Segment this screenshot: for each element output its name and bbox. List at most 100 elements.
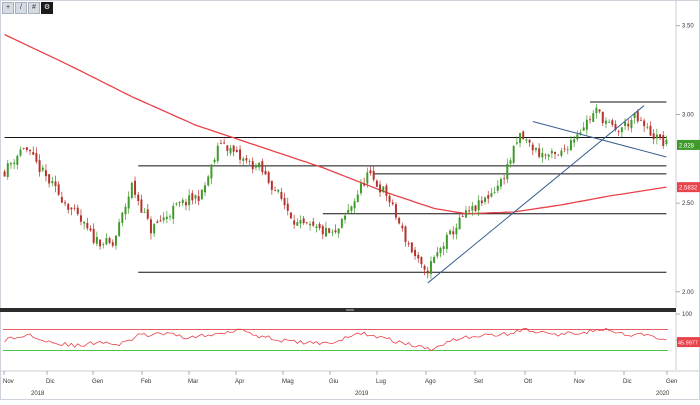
candle-body <box>165 216 168 220</box>
pane-separator[interactable] <box>0 308 676 312</box>
candle <box>54 175 57 193</box>
candle <box>140 194 143 213</box>
candle-body <box>436 252 439 257</box>
candle <box>118 218 121 238</box>
candle <box>3 169 6 177</box>
candle-body <box>646 126 649 128</box>
candle-body <box>534 148 537 150</box>
candle <box>121 211 124 227</box>
candle <box>108 236 111 245</box>
candle <box>401 222 404 232</box>
candle <box>620 127 623 138</box>
candle-body <box>379 184 382 193</box>
candle <box>506 158 509 184</box>
candle-body <box>25 147 28 150</box>
candle <box>226 144 229 156</box>
candle-body <box>503 178 506 180</box>
candle <box>22 147 25 150</box>
candle-body <box>159 220 162 222</box>
candle-body <box>512 146 515 163</box>
candle <box>509 157 512 168</box>
candle <box>194 194 197 204</box>
candle <box>229 144 232 156</box>
candle <box>99 239 102 250</box>
candle-body <box>468 210 471 212</box>
candle <box>471 201 474 216</box>
candle-body <box>328 228 331 233</box>
candle <box>477 195 480 217</box>
candle-body <box>538 148 541 157</box>
price-tick-label: 2.00 <box>682 290 694 296</box>
candle-body <box>242 158 245 161</box>
candle <box>423 264 426 276</box>
candle-body <box>477 200 480 211</box>
candle <box>181 197 184 207</box>
candle <box>659 133 662 141</box>
candle-body <box>659 134 662 138</box>
candle-body <box>134 180 137 195</box>
candle-body <box>210 164 213 179</box>
candle <box>624 118 627 130</box>
candle-body <box>458 217 461 230</box>
candle <box>251 157 254 174</box>
candle <box>519 132 522 148</box>
candle <box>184 198 187 211</box>
candle <box>321 224 324 240</box>
candle-body <box>385 185 388 196</box>
candle-body <box>111 242 114 246</box>
candle-body <box>375 180 378 187</box>
candle <box>576 130 579 142</box>
candle <box>439 246 442 258</box>
month-label: Dic <box>46 379 55 385</box>
candle-body <box>461 216 464 217</box>
candle-body <box>35 153 38 162</box>
trend-line-0[interactable] <box>427 105 645 284</box>
month-label: Feb <box>141 379 152 385</box>
candle <box>64 199 67 207</box>
grid-icon[interactable]: # <box>28 2 40 14</box>
candle <box>458 211 461 230</box>
candle-body <box>340 218 343 228</box>
candle-body <box>245 158 248 161</box>
candle-body <box>643 120 646 127</box>
gear-icon[interactable]: ⚙ <box>41 2 53 14</box>
candle-body <box>598 109 601 112</box>
candle-body <box>490 193 493 197</box>
candle-body <box>573 139 576 143</box>
candle-body <box>563 148 566 150</box>
candle-body <box>601 111 604 123</box>
candle <box>44 164 47 182</box>
pane-resize-handle-icon[interactable] <box>346 309 354 311</box>
candle-body <box>274 190 277 192</box>
candle <box>143 208 146 213</box>
plus-icon[interactable]: + <box>2 2 14 14</box>
candle-body <box>452 231 455 235</box>
candle <box>223 138 226 145</box>
candle-body <box>130 182 133 198</box>
month-label: Nov <box>3 379 14 385</box>
candle-body <box>188 195 191 206</box>
candle <box>496 180 499 194</box>
candle-body <box>372 170 375 180</box>
candle <box>242 156 245 167</box>
last-price-tag: 2.828 <box>677 139 700 150</box>
month-label: Set <box>474 379 483 385</box>
candle-body <box>522 131 525 140</box>
pencil-icon[interactable]: / <box>15 2 27 14</box>
candle <box>130 181 133 200</box>
candle <box>13 158 16 169</box>
candle-body <box>299 220 302 224</box>
candle <box>391 199 394 206</box>
month-label: Mar <box>188 379 198 385</box>
trend-line-1[interactable] <box>532 121 667 158</box>
candle-body <box>16 155 19 165</box>
candle-body <box>331 231 334 233</box>
candle <box>363 177 366 187</box>
candle-body <box>359 183 362 194</box>
candle <box>452 226 455 240</box>
candle-body <box>239 149 242 160</box>
candle <box>468 205 471 215</box>
candle <box>350 205 353 214</box>
candle <box>547 153 550 161</box>
